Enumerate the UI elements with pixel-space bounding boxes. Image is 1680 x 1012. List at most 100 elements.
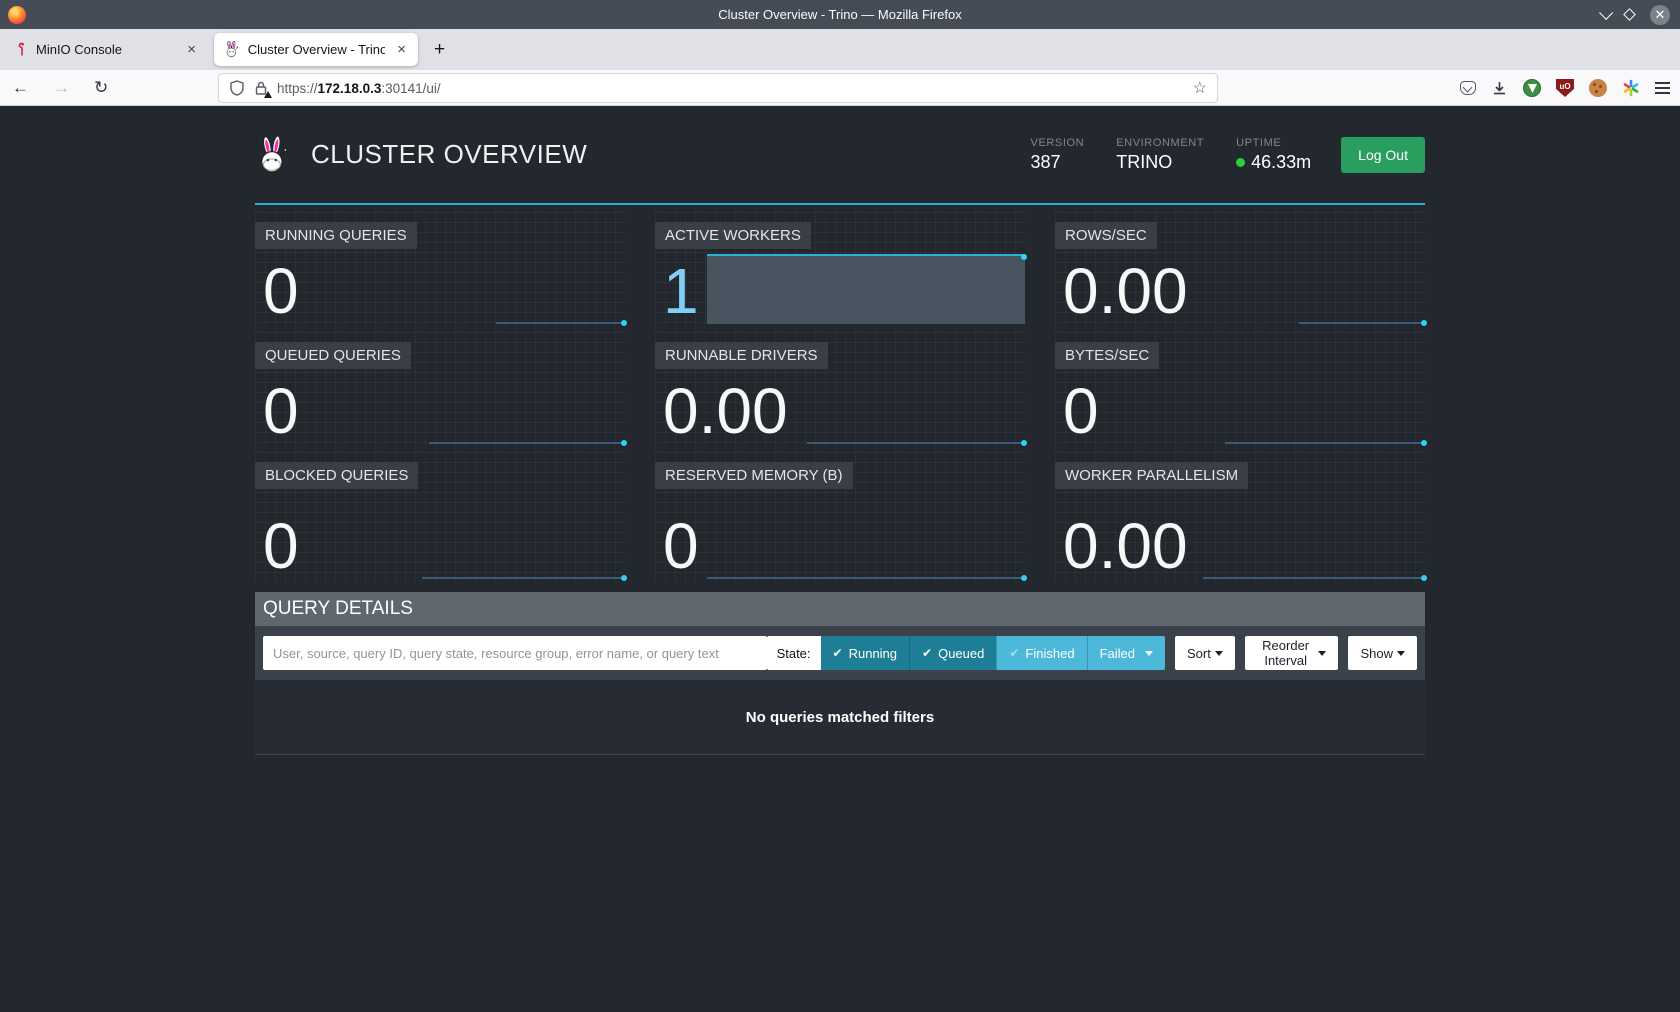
stat-value: 0.00 xyxy=(1063,255,1188,328)
tab-minio-console[interactable]: MinIO Console × xyxy=(0,29,210,70)
sparkline-area xyxy=(706,254,1027,324)
state-filter-running[interactable]: ✔ Running xyxy=(820,636,910,670)
lock-warning-icon[interactable] xyxy=(253,80,272,98)
reorder-interval-dropdown-button[interactable]: Reorder Interval xyxy=(1244,636,1339,670)
stat-value: 0 xyxy=(1063,375,1099,448)
window-minimize-icon[interactable] xyxy=(1599,5,1614,20)
sparkline-endpoint-dot xyxy=(621,320,627,326)
version-label: VERSION xyxy=(1030,136,1085,149)
sparkline xyxy=(706,575,1027,581)
forward-icon[interactable]: → xyxy=(53,77,70,97)
shield-icon[interactable] xyxy=(229,80,245,96)
sort-dropdown-button[interactable]: Sort xyxy=(1174,636,1235,670)
stat-tile: BLOCKED QUERIES 0 xyxy=(255,452,627,583)
stat-value: 0 xyxy=(263,375,299,448)
query-details-header: QUERY DETAILS xyxy=(255,592,1425,626)
back-icon[interactable]: ← xyxy=(12,77,29,97)
bookmark-star-icon[interactable]: ☆ xyxy=(1192,80,1207,97)
empty-queries-message: No queries matched filters xyxy=(255,680,1425,755)
stats-grid: RUNNING QUERIES 0 ACTIVE WORKERS 1 ROWS/SEC 0… xyxy=(255,212,1427,583)
privacy-badger-icon[interactable] xyxy=(1523,79,1541,97)
uptime-label: UPTIME xyxy=(1236,136,1282,149)
stat-tile: WORKER PARALLELISM 0.00 xyxy=(1055,452,1427,583)
environment-value: TRINO xyxy=(1116,151,1173,172)
state-filter-group: ✔ Running ✔ Queued ✔ Finished Failed xyxy=(820,636,1165,670)
tab-cluster-overview[interactable]: Cluster Overview - Trino × xyxy=(214,33,418,66)
download-icon[interactable] xyxy=(1491,80,1508,97)
state-filter-label: Finished xyxy=(1025,645,1075,661)
url-bar[interactable]: https://172.18.0.3:30141/ui/ ☆ xyxy=(218,73,1218,103)
window-close-icon[interactable]: ✕ xyxy=(1650,4,1670,25)
checkmark-icon: ✔ xyxy=(922,646,933,660)
stat-tile: BYTES/SEC 0 xyxy=(1055,332,1427,448)
stat-label: RUNNABLE DRIVERS xyxy=(655,342,828,369)
action-button-group: Sort Reorder Interval Show xyxy=(1165,636,1417,670)
state-filter-failed[interactable]: Failed xyxy=(1086,636,1165,670)
sparkline-endpoint-dot xyxy=(621,575,627,581)
cookie-extension-icon[interactable] xyxy=(1589,79,1607,97)
pocket-icon[interactable] xyxy=(1460,81,1476,95)
stat-value: 0.00 xyxy=(1063,510,1188,583)
reload-icon[interactable]: ↻ xyxy=(94,77,109,97)
accent-divider xyxy=(255,203,1425,205)
nav-toolbar: ← → ↻ https://172.18.0.3:30141/ui/ ☆ uO xyxy=(0,70,1680,106)
tab-label: MinIO Console xyxy=(36,42,122,57)
environment-label: ENVIRONMENT xyxy=(1116,136,1205,149)
page-content: CLUSTER OVERVIEW VERSION 387 ENVIRONMENT… xyxy=(0,106,1680,1012)
stat-tile: QUEUED QUERIES 0 xyxy=(255,332,627,448)
window-title: Cluster Overview - Trino — Mozilla Firef… xyxy=(718,7,962,22)
sparkline-endpoint-dot xyxy=(1021,575,1027,581)
filter-row: State: ✔ Running ✔ Queued ✔ Finished Failed So… xyxy=(766,636,1417,670)
sparkline xyxy=(1225,440,1427,446)
ublock-origin-icon[interactable]: uO xyxy=(1556,79,1574,97)
stat-value: 0 xyxy=(263,510,299,583)
sparkline xyxy=(806,440,1027,446)
url-scheme: https:// xyxy=(277,80,318,96)
show-dropdown-button[interactable]: Show xyxy=(1348,636,1417,670)
stat-tile: RESERVED MEMORY (B) 0 xyxy=(655,452,1027,582)
state-filter-queued[interactable]: ✔ Queued xyxy=(909,636,997,670)
checkmark-icon: ✔ xyxy=(832,646,843,660)
url-text[interactable]: https://172.18.0.3:30141/ui/ xyxy=(277,81,1185,96)
trino-header: CLUSTER OVERVIEW VERSION 387 ENVIRONMENT… xyxy=(255,106,1425,203)
uptime-status-dot xyxy=(1236,157,1246,167)
button-label: Show xyxy=(1360,645,1393,661)
stat-value: 1 xyxy=(663,255,699,328)
state-label: State: xyxy=(766,636,821,670)
state-filter-label: Failed xyxy=(1099,645,1135,661)
sparkline-endpoint-dot xyxy=(1021,254,1027,260)
stat-value: 0 xyxy=(263,255,299,328)
sparkline xyxy=(1203,575,1427,581)
stat-label: BYTES/SEC xyxy=(1055,342,1160,369)
minio-icon xyxy=(18,42,24,56)
sparkline xyxy=(495,320,627,326)
menu-icon[interactable] xyxy=(1655,82,1670,94)
stat-label: RUNNING QUERIES xyxy=(255,222,417,249)
stat-label: ROWS/SEC xyxy=(1055,222,1157,249)
stat-value: 0.00 xyxy=(663,375,788,448)
firefox-logo-icon xyxy=(8,5,26,24)
stat-label: WORKER PARALLELISM xyxy=(1055,462,1249,489)
tab-close-icon[interactable]: × xyxy=(397,41,406,58)
sparkline-endpoint-dot xyxy=(1421,320,1427,326)
caret-down-icon xyxy=(1397,650,1405,656)
stat-tile: ROWS/SEC 0.00 xyxy=(1055,212,1427,328)
sparkline-endpoint-dot xyxy=(1021,440,1027,446)
sparkline-endpoint-dot xyxy=(1421,440,1427,446)
colorful-asterisk-icon[interactable] xyxy=(1622,79,1640,97)
stat-tile: ACTIVE WORKERS 1 xyxy=(655,212,1027,328)
sparkline xyxy=(1299,320,1427,326)
new-tab-button[interactable]: + xyxy=(434,38,446,60)
sparkline xyxy=(421,575,627,581)
window-titlebar: Cluster Overview - Trino — Mozilla Firef… xyxy=(0,0,1680,29)
logout-button[interactable]: Log Out xyxy=(1341,136,1425,173)
state-filter-finished[interactable]: ✔ Finished xyxy=(996,636,1087,670)
window-maximize-icon[interactable] xyxy=(1623,8,1636,21)
query-search-input[interactable] xyxy=(263,636,767,670)
trino-logo xyxy=(261,134,288,172)
sparkline-endpoint-dot xyxy=(621,440,627,446)
button-label: Reorder Interval xyxy=(1262,638,1310,668)
caret-down-icon xyxy=(1318,650,1327,656)
tab-close-icon[interactable]: × xyxy=(187,41,196,58)
tab-bar: MinIO Console × Cluster Overview - Trino… xyxy=(0,29,1680,70)
